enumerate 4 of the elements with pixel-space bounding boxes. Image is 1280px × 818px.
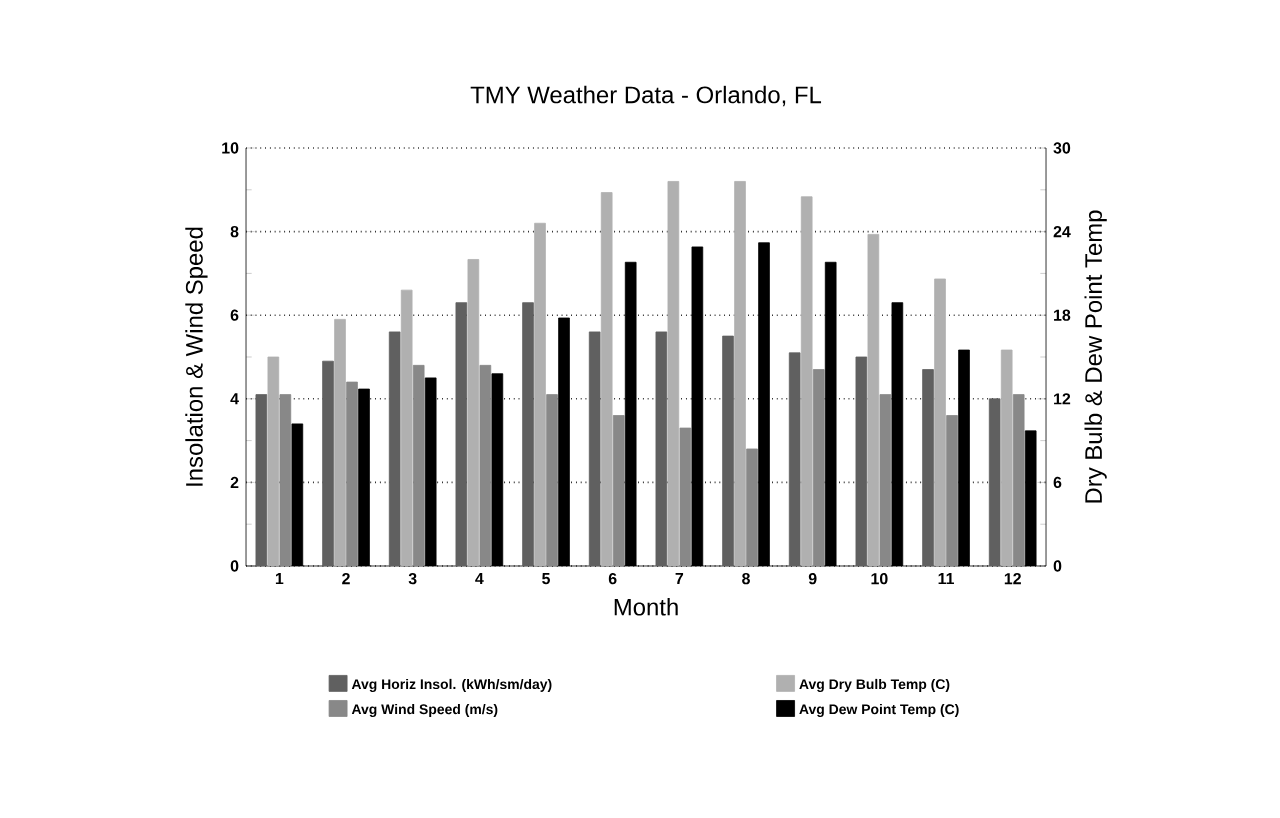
x-axis-title: Month (614, 598, 678, 616)
y-axis-title: Insolation & Wind Speed (185, 227, 208, 486)
chart-title: TMY Weather Data - Orlando, FL (470, 85, 822, 107)
y2-axis-title: Dry Bulb & Dew Point Temp (1084, 210, 1107, 503)
